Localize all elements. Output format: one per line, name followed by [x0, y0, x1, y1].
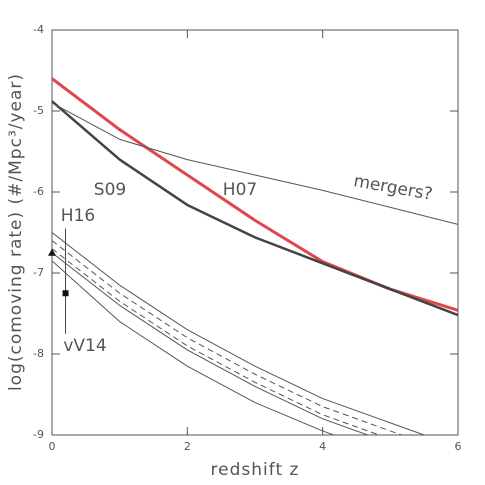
x-tick-label: 2	[184, 440, 191, 453]
plot-area	[52, 77, 458, 435]
x-tick-label: 6	[455, 440, 462, 453]
point-marker	[48, 248, 56, 256]
series-line	[52, 240, 404, 435]
x-tick-label: 4	[319, 440, 326, 453]
series-line	[52, 252, 370, 435]
annotation: mergers?	[352, 171, 434, 205]
annotation: H16	[61, 206, 95, 226]
series-line	[52, 232, 426, 435]
series-line	[52, 248, 381, 435]
y-tick-label: -4	[33, 23, 44, 36]
annotation: H07	[223, 180, 257, 200]
series-line	[52, 260, 336, 435]
y-tick-label: -5	[33, 104, 44, 117]
annotation: S09	[94, 180, 126, 200]
x-axis-label: redshift z	[211, 460, 300, 480]
y-tick-label: -8	[33, 347, 44, 360]
y-tick-label: -7	[33, 266, 44, 279]
y-tick-label: -6	[33, 185, 44, 198]
annotation: vV14	[63, 336, 106, 356]
y-axis-label: log(comoving rate) (#/Mpc³/year)	[6, 73, 26, 391]
y-tick-label: -9	[33, 428, 44, 441]
point-marker	[62, 290, 69, 297]
series-line	[52, 100, 458, 317]
x-tick-label: 0	[49, 440, 56, 453]
series-line	[52, 102, 458, 225]
